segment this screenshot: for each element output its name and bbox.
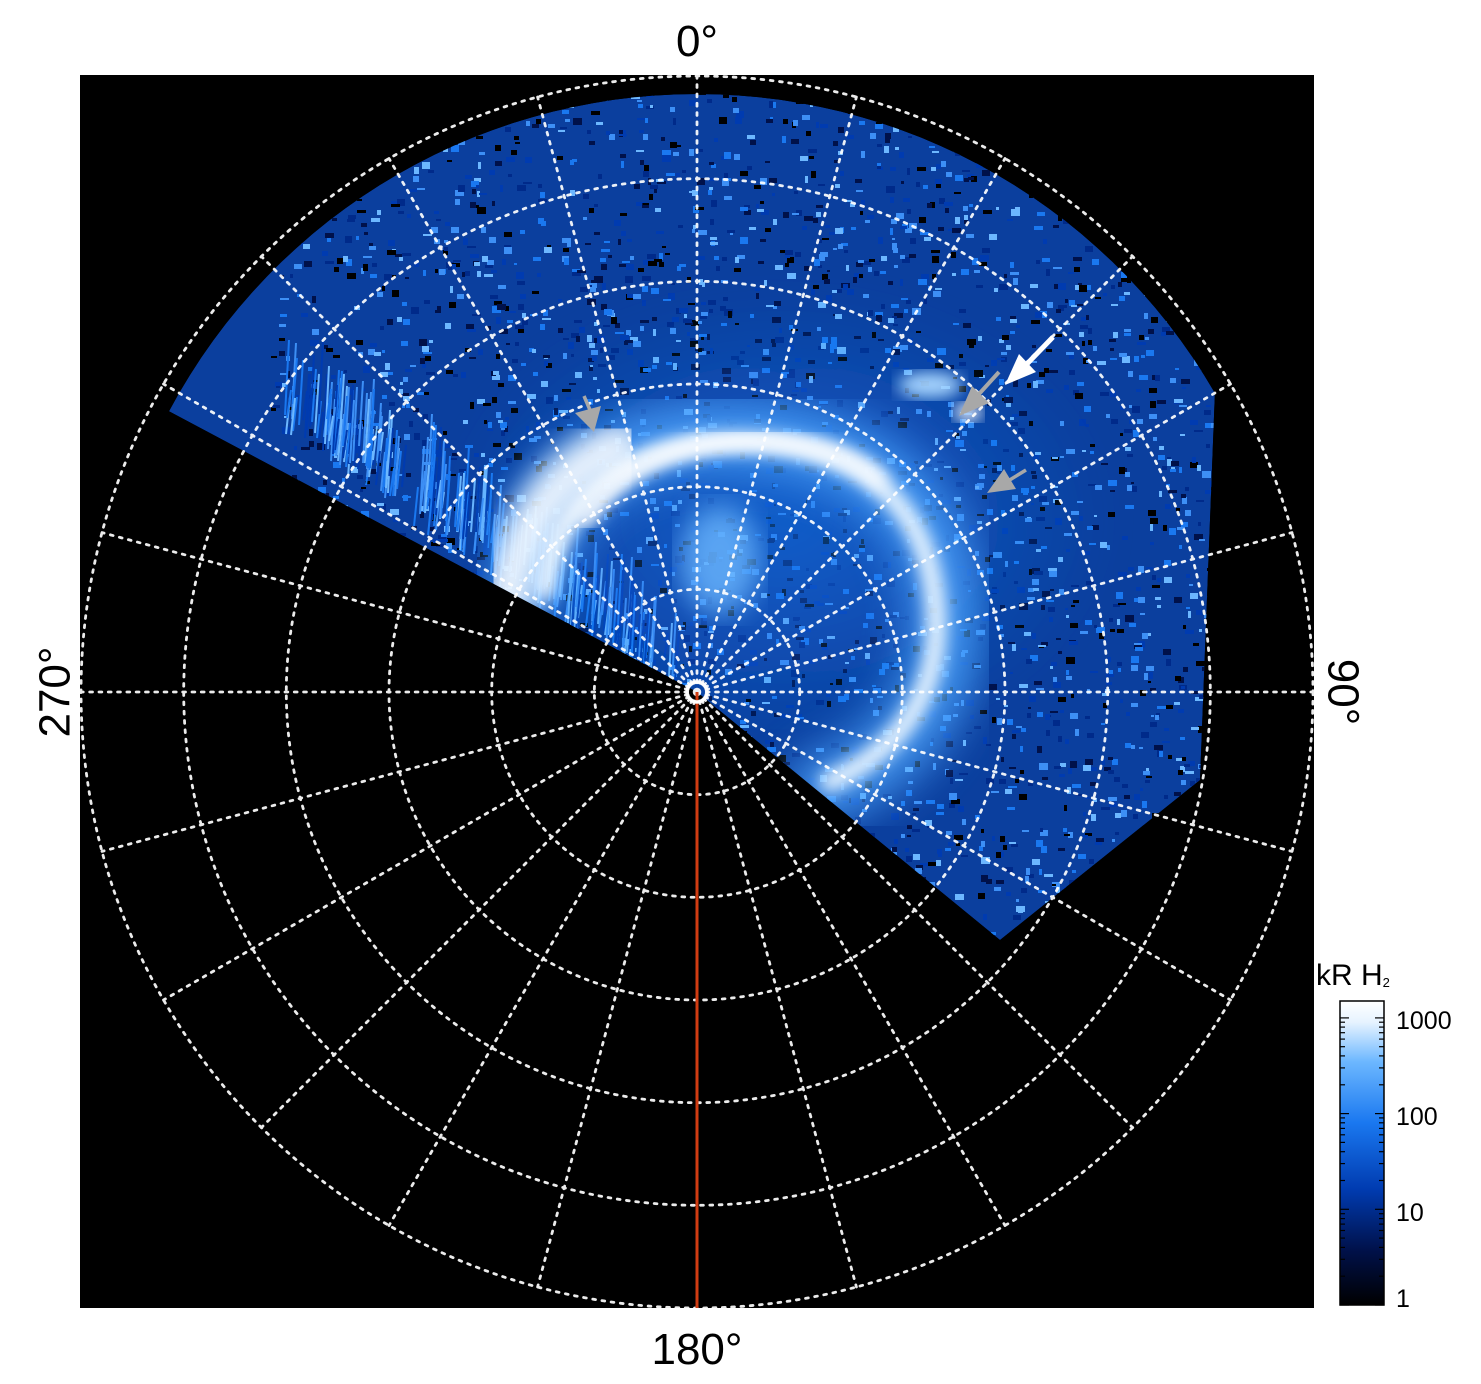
meridian-line xyxy=(259,690,699,1129)
emission-spot-upper xyxy=(898,372,962,398)
meridian-line xyxy=(387,157,699,694)
colorbar-tick-1: 1 xyxy=(1396,1285,1410,1313)
gray-arrow-left xyxy=(575,395,601,432)
bright-dawn-arc xyxy=(481,421,644,634)
meridian-line xyxy=(695,254,1134,694)
meridian-line xyxy=(695,690,858,1289)
annotation-arrows xyxy=(575,335,1055,493)
main-oval-core xyxy=(577,431,888,528)
colorbar-title: kR H2 xyxy=(1316,959,1390,992)
meridian-line xyxy=(100,531,699,694)
colorbar-title-subscript: 2 xyxy=(1383,975,1390,990)
meridian-line xyxy=(695,690,1007,1227)
meridian-line xyxy=(162,382,699,694)
polar-grid xyxy=(80,75,1314,1308)
colorbar-tick-10: 10 xyxy=(1396,1199,1424,1227)
meridian-line xyxy=(695,382,1232,694)
meridian-line xyxy=(536,95,699,694)
meridian-line xyxy=(695,95,858,694)
meridian-line xyxy=(259,254,699,694)
colorbar-tick-100: 100 xyxy=(1396,1103,1438,1131)
pole-marker xyxy=(685,680,709,704)
label-270-deg: 270° xyxy=(31,646,80,737)
meridian-line xyxy=(695,690,1134,1129)
colorbar: kR H2 1000 100 10 1 xyxy=(1316,959,1452,1313)
gray-arrow-upper-right xyxy=(959,370,1001,416)
meridian-line xyxy=(100,690,699,853)
colorbar-frame xyxy=(1339,1000,1385,1306)
white-arrow xyxy=(1005,335,1055,385)
meridian-line xyxy=(162,690,699,1002)
meridian-line xyxy=(536,690,699,1289)
polar-emission xyxy=(680,505,760,615)
gray-arrow-lower-right xyxy=(987,468,1027,493)
colorbar-tick-1000: 1000 xyxy=(1396,1007,1452,1035)
meridian-line xyxy=(695,690,1294,853)
meridian-line xyxy=(695,531,1294,694)
aurora-emission xyxy=(169,94,1215,940)
meridian-line xyxy=(387,690,699,1227)
label-90-deg: 90° xyxy=(1318,659,1367,726)
label-180-deg: 180° xyxy=(651,1325,742,1374)
meridian-line xyxy=(695,690,1232,1002)
colorbar-gradient xyxy=(1340,1001,1384,1305)
meridian-line xyxy=(695,157,1007,694)
label-0-deg: 0° xyxy=(676,17,718,66)
